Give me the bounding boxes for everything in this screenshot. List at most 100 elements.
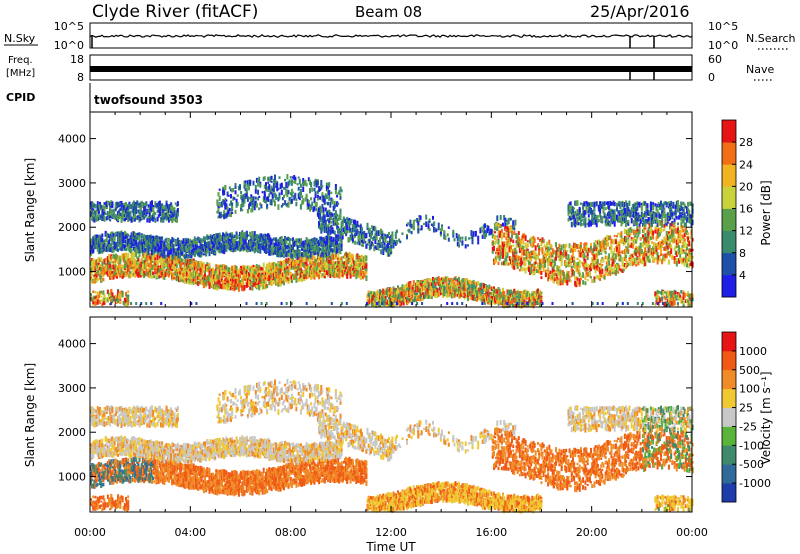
power-cell-1630 (170, 239, 173, 242)
power-cell-2787 (245, 269, 248, 275)
power-cell-1598 (167, 217, 170, 223)
power-cell-4790 (365, 232, 368, 239)
power-cell-3649 (296, 183, 299, 186)
power-cell-3217 (270, 201, 273, 206)
power-cell-905 (131, 238, 134, 241)
power-cell-2466 (226, 274, 229, 280)
power-cell-743 (123, 214, 126, 217)
power-cell-2486 (226, 211, 229, 217)
power-cell-1985 (195, 262, 197, 268)
power-cell-92 (93, 239, 96, 244)
power-cell-915 (132, 266, 135, 269)
power-cell-1323 (154, 254, 157, 258)
power-cell-1660 (171, 218, 174, 224)
power-cell-3962 (315, 238, 318, 242)
power-cell-792 (126, 242, 129, 247)
power-cell-526 (113, 295, 116, 302)
power-cell-614 (118, 232, 121, 236)
power-cell-4618 (350, 218, 353, 223)
power-cell-3010 (258, 207, 261, 211)
power-cell-394 (108, 234, 111, 238)
power-cell-2484 (226, 206, 229, 213)
power-cell-3966 (315, 201, 318, 208)
power-cell-1278 (152, 265, 155, 270)
power-cell-1253 (151, 264, 153, 270)
power-cell-469 (111, 231, 114, 237)
power-cell-2666 (237, 240, 240, 247)
power-cell-2568 (232, 276, 235, 279)
power-cell-2589 (233, 281, 236, 285)
power-cell-503 (112, 209, 115, 216)
power-cell-1997 (196, 275, 199, 279)
power-cell-1569 (166, 261, 169, 267)
power-cell-1185 (147, 262, 150, 268)
power-cell-1875 (185, 239, 188, 245)
power-cell-1731 (175, 248, 178, 253)
power-cell-1419 (158, 206, 161, 211)
power-cell-243 (100, 277, 103, 283)
power-cell-2577 (232, 243, 235, 247)
power-cell-533 (114, 268, 117, 272)
power-cell-1485 (162, 245, 165, 250)
power-cell-2722 (241, 200, 244, 205)
power-cell-2721 (241, 209, 244, 212)
power-cell-1596 (167, 213, 170, 218)
power-cell-1294 (152, 207, 155, 213)
power-cell-1573 (166, 255, 169, 258)
power-cell-2067 (200, 280, 203, 285)
power-cell-2492 (227, 267, 230, 273)
power-cell-1266 (151, 238, 153, 243)
power-cell-1913 (189, 276, 192, 279)
power-cell-919 (132, 260, 135, 267)
power-cell-2225 (211, 234, 214, 240)
power-cell-108 (94, 273, 97, 277)
power-cell-945 (134, 248, 136, 252)
power-cell-925 (132, 242, 135, 247)
power-cell-429 (109, 206, 112, 210)
power-cell-2281 (216, 285, 219, 289)
power-cell-2587 (233, 265, 236, 271)
power-cell-4215 (327, 231, 329, 236)
power-cell-71 (92, 208, 95, 211)
power-cell-1530 (164, 240, 167, 243)
power-cell-355 (105, 246, 108, 252)
power-cell-1892 (188, 267, 191, 274)
power-cell-1487 (162, 248, 165, 254)
power-cell-1760 (178, 258, 180, 264)
power-cell-1223 (148, 206, 151, 211)
power-cell-521 (113, 241, 116, 246)
power-cell-4494 (340, 243, 343, 247)
power-cell-2065 (200, 272, 203, 276)
power-cell-2649 (236, 235, 239, 238)
power-cell-1135 (144, 254, 147, 260)
power-cell-1024 (138, 253, 141, 258)
power-cell-2312 (217, 239, 220, 244)
power-cell-2305 (217, 283, 220, 287)
power-cell-4755 (362, 243, 364, 248)
power-cell-754 (125, 259, 127, 264)
power-cell-2460 (225, 239, 228, 244)
power-cell-2627 (235, 271, 238, 277)
power-cell-1715 (174, 241, 177, 247)
power-cell-1611 (169, 245, 171, 250)
power-cell-1930 (190, 246, 193, 249)
power-cell-1465 (161, 211, 164, 216)
power-cell-2439 (224, 197, 227, 201)
power-cell-2588 (233, 270, 236, 276)
power-cell-1381 (157, 274, 160, 279)
power-cell-2533 (230, 246, 232, 251)
power-cell-1639 (170, 208, 173, 211)
power-cell-1239 (149, 248, 152, 252)
power-cell-2606 (234, 270, 237, 274)
power-cell-1016 (137, 209, 140, 214)
power-cell-2779 (244, 181, 247, 187)
power-cell-1466 (161, 206, 164, 212)
power-cell-2367 (220, 270, 223, 275)
power-cell-667 (120, 231, 123, 237)
power-cell-994 (136, 247, 139, 252)
power-cell-1448 (161, 253, 164, 259)
power-cell-2115 (204, 273, 206, 278)
power-cell-2570 (232, 284, 235, 288)
power-cell-155 (96, 264, 99, 269)
power-cell-838 (128, 260, 131, 265)
